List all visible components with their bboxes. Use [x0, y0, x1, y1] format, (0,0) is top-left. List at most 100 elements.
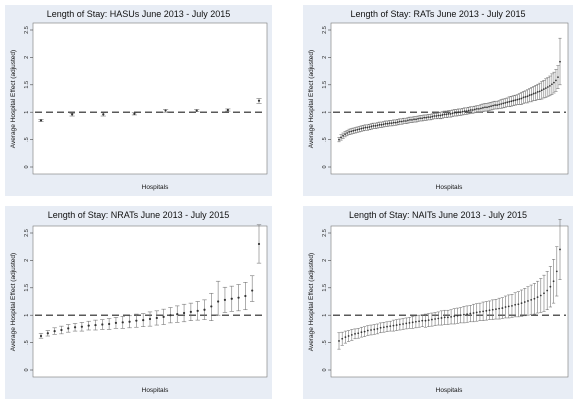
data-point: [498, 103, 501, 106]
data-point: [465, 110, 468, 113]
chart-marks: [333, 219, 566, 350]
y-ticks: 0 .5 1 1.5 2 2.5: [322, 229, 331, 372]
data-point: [419, 117, 422, 120]
data-point: [491, 308, 494, 311]
y-tick-label: 1: [322, 314, 328, 317]
data-point: [430, 318, 433, 321]
data-point: [523, 301, 526, 303]
y-tick-label: 0: [322, 368, 328, 371]
data-point: [67, 327, 70, 330]
chart-panel-nrats: Length of Stay: NRATs June 2013 - July 2…: [5, 206, 272, 399]
data-point: [538, 90, 541, 93]
data-point: [421, 117, 424, 120]
data-point: [421, 319, 424, 322]
data-point: [394, 121, 397, 124]
data-point: [518, 98, 521, 100]
chart-title: Length of Stay: RATs June 2013 - July 20…: [351, 9, 526, 19]
data-point: [384, 122, 387, 125]
data-point: [392, 121, 395, 124]
data-point: [552, 280, 555, 283]
data-point: [87, 324, 90, 327]
data-point: [142, 319, 145, 322]
chart-svg-nrats: Length of Stay: NRATs June 2013 - July 2…: [10, 210, 268, 394]
data-point: [453, 315, 456, 318]
data-point: [449, 112, 452, 115]
y-tick-label: 2: [322, 259, 328, 262]
data-point: [520, 97, 523, 100]
data-point: [527, 300, 529, 302]
data-point: [526, 95, 529, 98]
data-point: [413, 118, 415, 121]
data-point: [540, 89, 543, 92]
data-point: [451, 112, 454, 115]
data-point: [450, 315, 453, 318]
data-point: [510, 100, 513, 103]
data-point: [376, 124, 379, 127]
data-point: [362, 127, 365, 129]
data-point: [121, 321, 124, 324]
y-tick-label: 2: [24, 259, 30, 262]
data-point: [39, 334, 43, 338]
y-tick-label: .5: [24, 340, 30, 345]
data-point: [461, 110, 464, 113]
data-point: [407, 119, 409, 122]
data-point: [360, 331, 363, 334]
data-point: [495, 308, 497, 311]
data-point: [453, 111, 456, 114]
y-tick-label: 0: [24, 368, 30, 371]
data-point: [411, 118, 413, 121]
data-point: [477, 108, 480, 110]
data-point: [512, 99, 515, 102]
chart-panel-hasus: Length of Stay: HASUs June 2013 - July 2…: [5, 5, 272, 196]
data-point: [176, 313, 179, 316]
data-point: [443, 113, 446, 116]
data-point: [423, 116, 426, 119]
data-point: [475, 311, 478, 314]
data-point: [469, 312, 472, 315]
data-point: [443, 316, 446, 319]
data-point: [559, 60, 561, 63]
data-point: [396, 121, 399, 123]
data-point: [382, 326, 385, 329]
data-point: [482, 106, 484, 109]
data-point: [370, 329, 372, 331]
data-point: [251, 289, 254, 292]
data-point: [405, 120, 407, 122]
y-tick-label: 0: [24, 165, 30, 168]
y-axis-label: Average Hospital Effect (adjusted): [308, 253, 315, 351]
chart-panel-rats: Length of Stay: RATs June 2013 - July 20…: [303, 5, 573, 196]
data-point: [203, 308, 206, 311]
y-tick-label: 1.5: [24, 81, 30, 89]
data-point: [524, 95, 527, 98]
data-point: [508, 100, 511, 103]
y-tick-label: 2.5: [24, 229, 30, 237]
data-point: [398, 120, 401, 123]
data-point: [488, 309, 491, 312]
y-tick-label: 1: [322, 111, 328, 114]
data-point: [559, 248, 561, 251]
data-point: [350, 334, 353, 336]
y-ticks: 0 .5 1 1.5 2 2.5: [24, 26, 33, 169]
y-ticks: 0 .5 1 1.5 2 2.5: [322, 26, 331, 169]
data-point: [366, 329, 369, 332]
data-point: [71, 113, 74, 116]
chart-title: Length of Stay: HASUs June 2013 - July 2…: [47, 9, 231, 19]
data-point: [553, 81, 555, 84]
data-point: [405, 322, 408, 325]
y-tick-label: 2.5: [322, 26, 328, 34]
data-point: [544, 87, 547, 89]
data-point: [415, 118, 417, 121]
y-tick-label: 2: [322, 56, 328, 59]
data-point: [435, 115, 438, 117]
data-point: [417, 117, 419, 120]
data-point: [128, 320, 131, 323]
y-axis-label: Average Hospital Effect (adjusted): [10, 253, 17, 351]
data-point: [39, 119, 43, 122]
data-point: [364, 126, 367, 129]
data-point: [533, 297, 536, 300]
data-point: [441, 114, 444, 116]
y-tick-label: .5: [322, 340, 328, 345]
data-point: [257, 242, 261, 246]
chart-svg-rats: Length of Stay: RATs June 2013 - July 20…: [308, 9, 569, 191]
plot-area: [32, 225, 268, 378]
